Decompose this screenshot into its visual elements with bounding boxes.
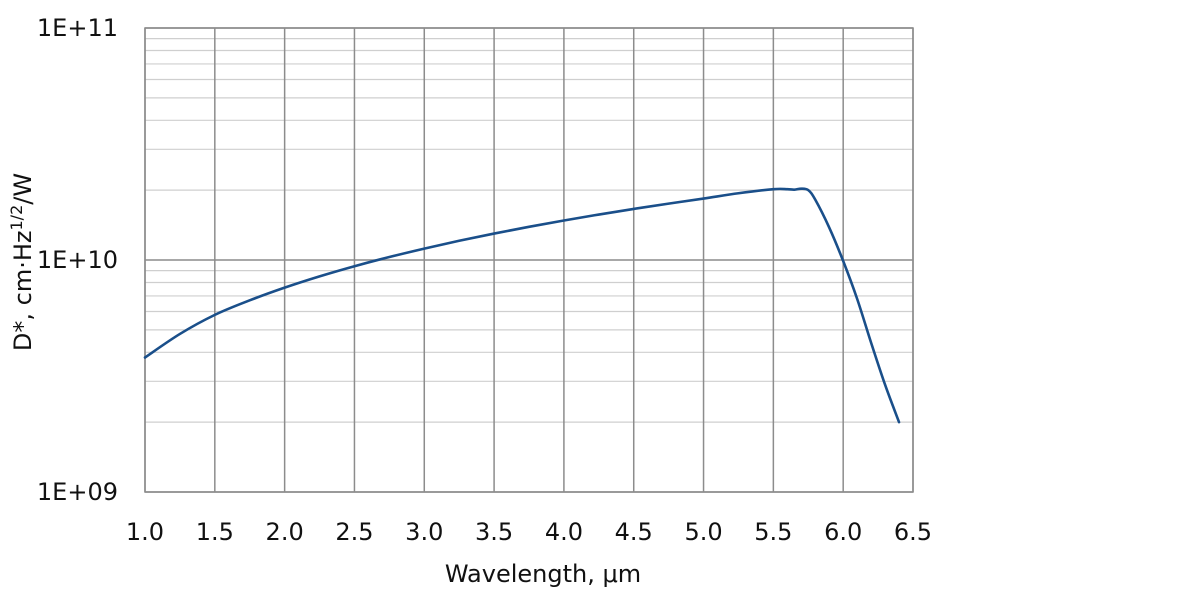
- x-tick-label: 5.5: [754, 518, 792, 546]
- series-line: [143, 187, 901, 424]
- x-tick-label: 6.5: [894, 518, 932, 546]
- x-tick-label: 5.0: [684, 518, 722, 546]
- x-tick-label: 1.5: [196, 518, 234, 546]
- x-tick-label: 4.5: [615, 518, 653, 546]
- x-tick-label: 4.0: [545, 518, 583, 546]
- x-axis-title: Wavelength, μm: [445, 560, 641, 588]
- y-tick-label: 1E+11: [37, 14, 118, 42]
- x-tick-labels: 1.0 1.5 2.0 2.5 3.0 3.5 4.0 4.5 5.0 5.5 6.0 6.5: [126, 518, 932, 546]
- minor-gridlines: [145, 38, 913, 423]
- y-axis-title-sup: 1/2: [7, 205, 26, 231]
- x-tick-label: 3.5: [475, 518, 513, 546]
- x-tick-label: 1.0: [126, 518, 164, 546]
- y-tick-label: 1E+09: [37, 478, 118, 506]
- x-tick-label: 2.5: [335, 518, 373, 546]
- x-tick-label: 6.0: [824, 518, 862, 546]
- plot-frame: [144, 27, 914, 493]
- x-tick-label: 2.0: [266, 518, 304, 546]
- x-tick-label: 3.0: [405, 518, 443, 546]
- y-axis-title-tail: /W: [9, 173, 37, 205]
- y-tick-label: 1E+10: [37, 246, 118, 274]
- y-tick-labels: 1E+09 1E+10 1E+11: [37, 14, 118, 506]
- y-axis-title: D*, cm·Hz1/2/W: [7, 173, 37, 351]
- y-axis-title-main: D*, cm·Hz: [9, 230, 37, 351]
